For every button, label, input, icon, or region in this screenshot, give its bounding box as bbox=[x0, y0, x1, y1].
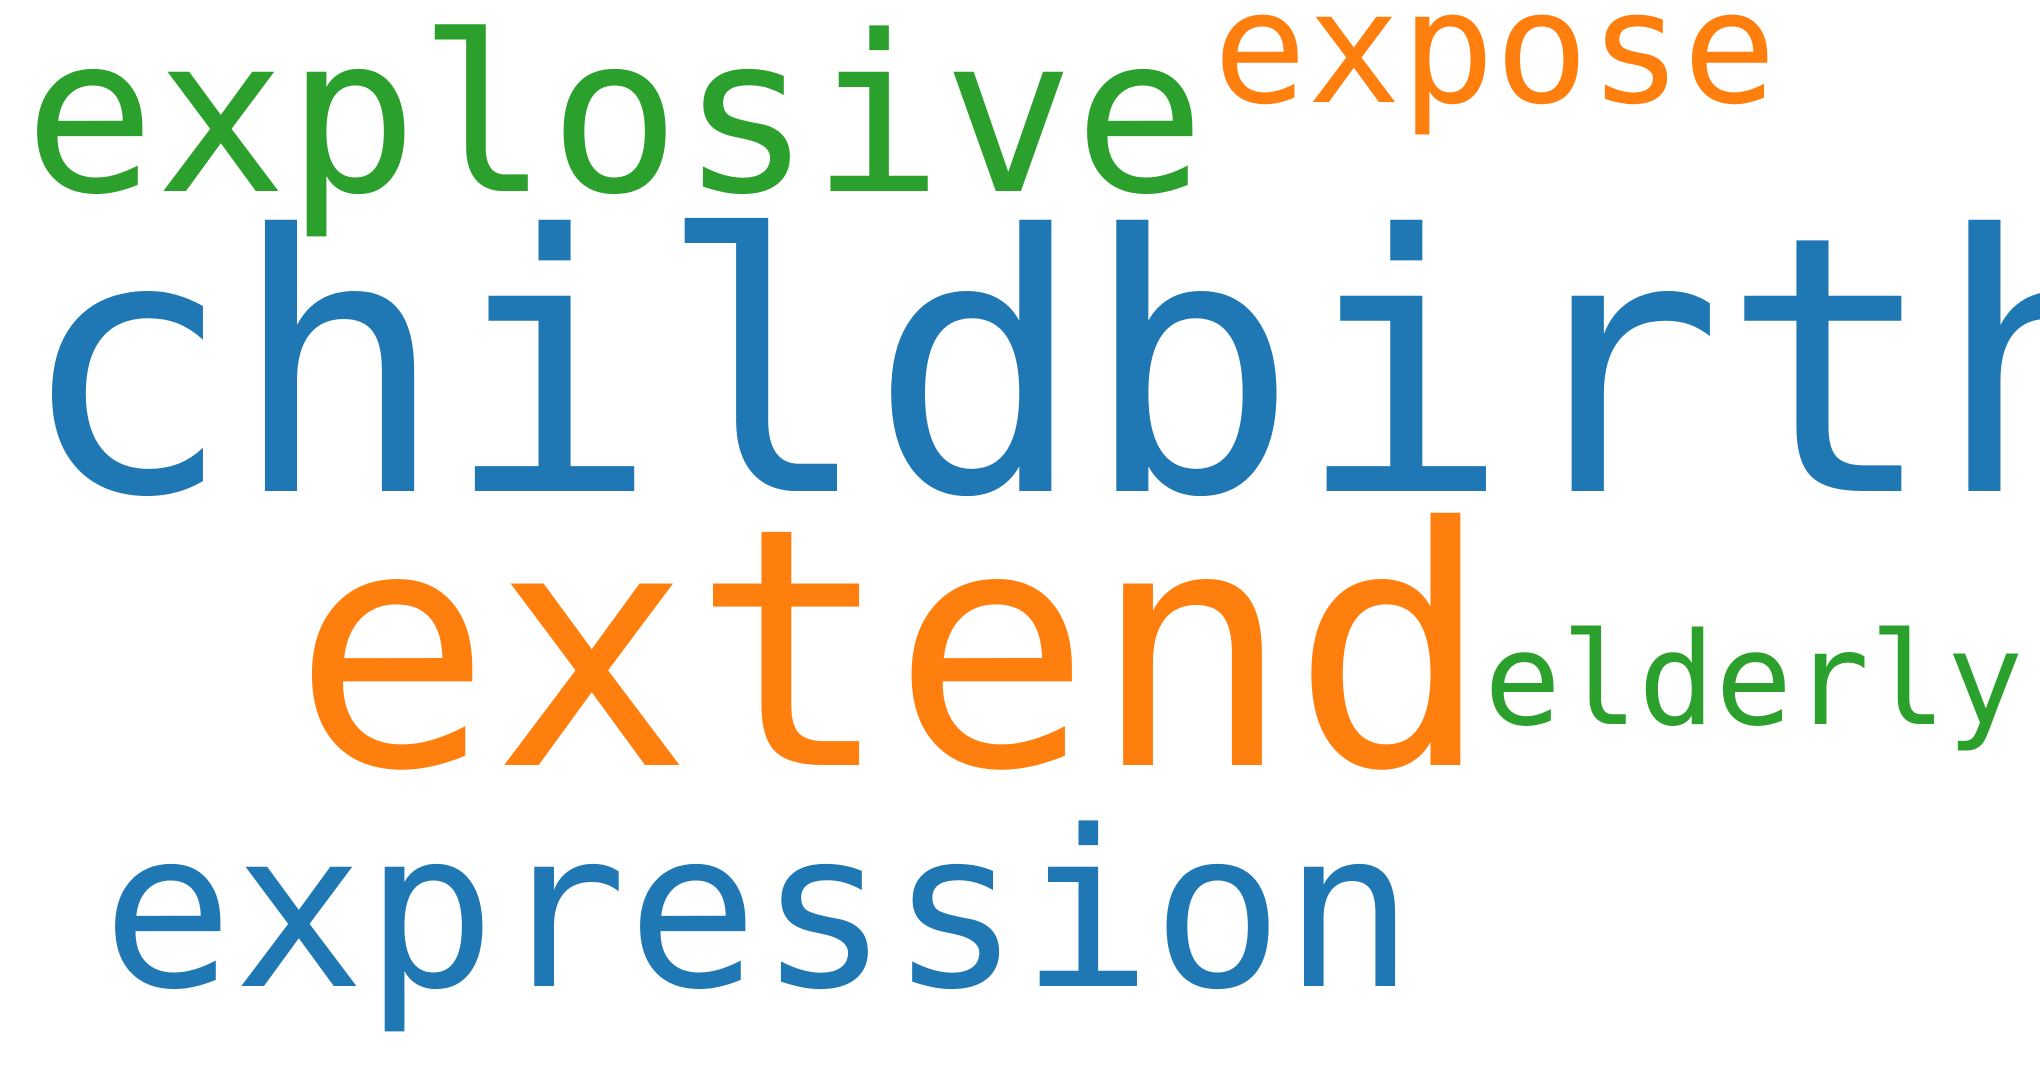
word-childbirth: childbirth bbox=[18, 161, 2040, 576]
word-expose: expose bbox=[1213, 0, 1777, 139]
word-extend: extend bbox=[292, 458, 1492, 844]
word-elderly: elderly bbox=[1484, 606, 2024, 755]
word-expression: expression bbox=[102, 785, 1415, 1038]
word-explosive: explosive bbox=[24, 0, 1206, 243]
